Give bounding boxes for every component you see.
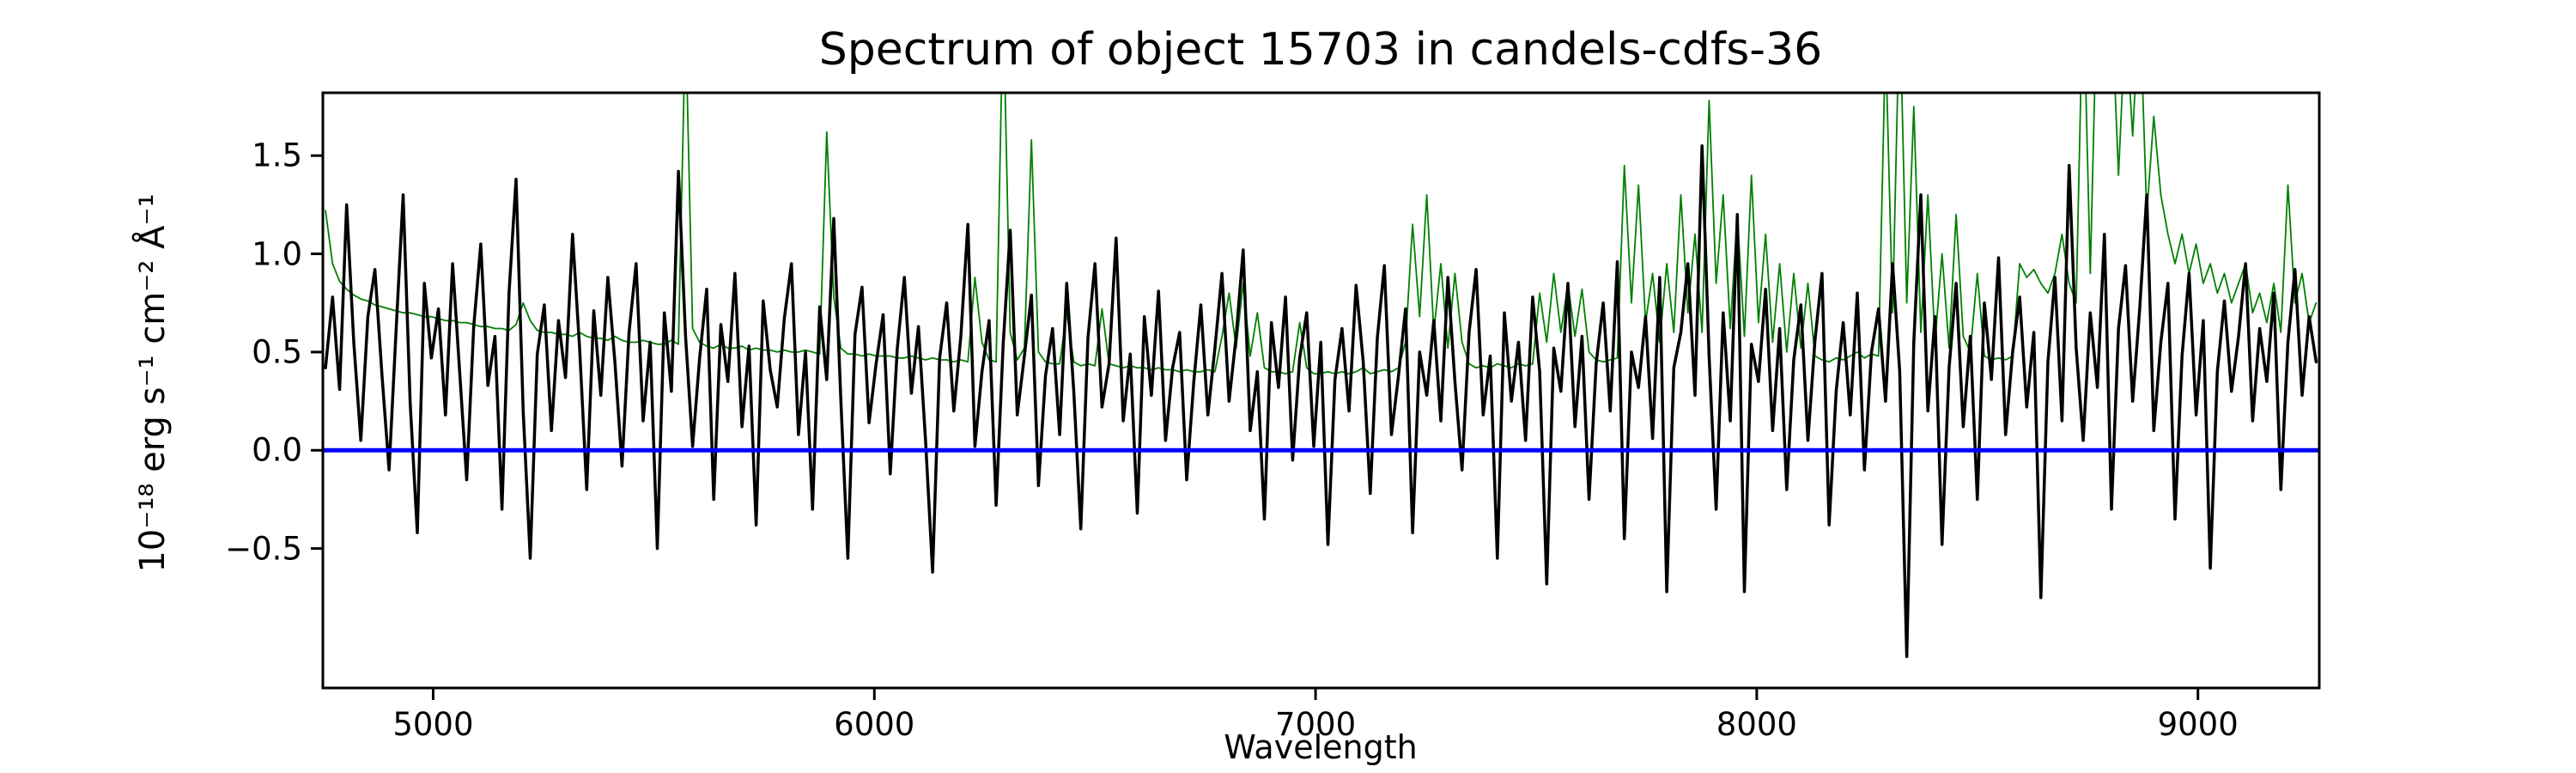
x-tick-label: 7000 xyxy=(1274,706,1357,743)
x-tick-label: 5000 xyxy=(392,706,474,743)
y-tick-label: −0.5 xyxy=(225,530,302,568)
y-tick-label: 1.5 xyxy=(252,137,302,174)
y-axis-label: 10⁻¹⁸ erg s⁻¹ cm⁻² Å⁻¹ xyxy=(133,193,173,573)
x-tick-label: 8000 xyxy=(1716,706,1797,743)
flux-spectrum-line xyxy=(324,144,2318,659)
x-tick-label: 9000 xyxy=(2157,706,2239,743)
x-tick-label: 6000 xyxy=(834,706,915,743)
axes-spines xyxy=(321,91,2321,690)
y-tick-label: 0.5 xyxy=(252,333,302,371)
plot-title: Spectrum of object 15703 in candels-cdfs… xyxy=(818,24,1823,76)
y-tick-label: 1.0 xyxy=(252,235,302,273)
y-tick-label: 0.0 xyxy=(252,431,302,469)
x-axis-label: Wavelength xyxy=(1224,728,1418,766)
